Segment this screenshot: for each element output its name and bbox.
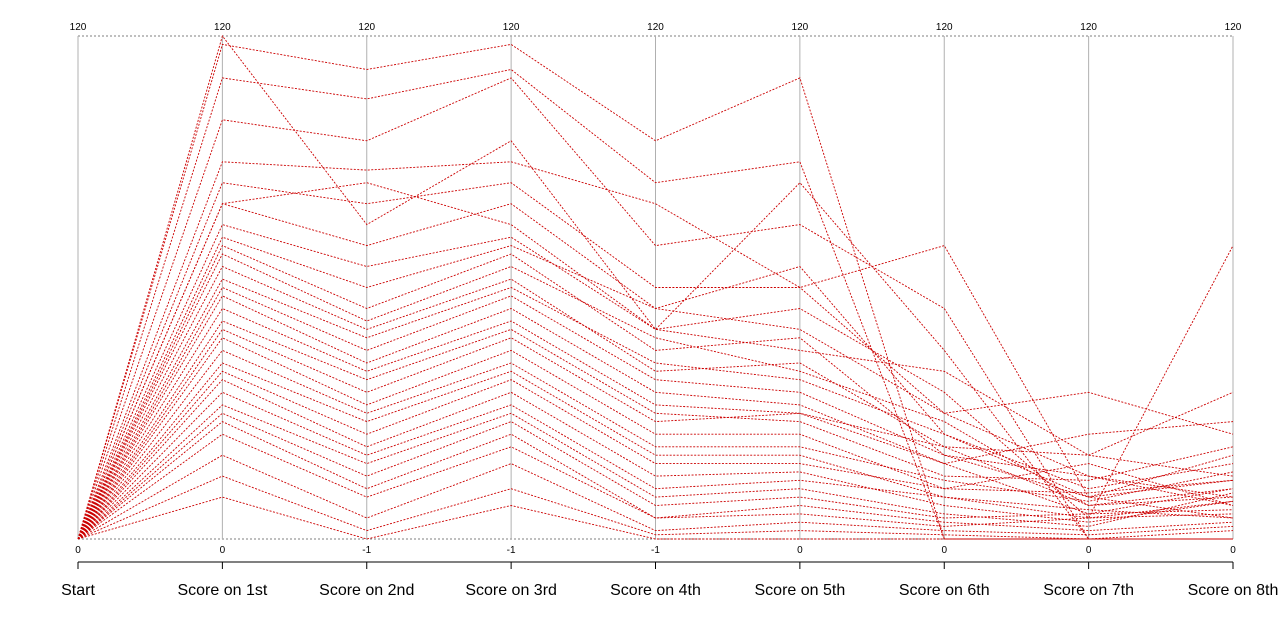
- axis-max-label: 120: [214, 22, 231, 33]
- series-line: [77, 349, 1234, 540]
- axis-name-label: Score on 8th: [1188, 582, 1279, 599]
- axis-name-label: Score on 2nd: [319, 582, 414, 599]
- axis-name-label: Score on 7th: [1043, 582, 1134, 599]
- series-line: [77, 475, 1234, 540]
- axis-name-label: Score on 4th: [610, 582, 701, 599]
- axis-max-label: 120: [1225, 22, 1242, 33]
- axis-min-label: -1: [507, 545, 516, 556]
- axis-name-label: Score on 6th: [899, 582, 990, 599]
- series-line: [77, 43, 1233, 540]
- series-line: [77, 245, 1234, 540]
- series-line: [77, 182, 1234, 540]
- series-line: [77, 182, 1234, 540]
- series-line: [77, 370, 1234, 540]
- axis-min-label: 0: [941, 545, 947, 556]
- series-line: [77, 265, 1234, 540]
- series-line: [77, 421, 1234, 540]
- series-line: [77, 307, 1234, 540]
- series-lines: [77, 35, 1234, 540]
- axis-name-label: Score on 3rd: [465, 582, 557, 599]
- series-line: [77, 69, 1233, 540]
- series-line: [77, 337, 1234, 540]
- axis-max-label: 120: [792, 22, 809, 33]
- series-line: [77, 496, 1233, 540]
- axis-name-label: Score on 5th: [755, 582, 846, 599]
- series-line: [77, 328, 1234, 540]
- axis-name-label: Start: [61, 582, 95, 599]
- series-line: [77, 161, 1234, 540]
- axis-labels: 120 0 Start 120 0 Score on 1st 120 -1 Score on 2…: [61, 22, 1278, 599]
- axis-name-label: Score on 1st: [177, 582, 267, 599]
- axis-max-label: 120: [647, 22, 664, 33]
- axis-max-label: 120: [358, 22, 375, 33]
- series-line: [77, 253, 1234, 540]
- axis-min-label: 0: [75, 545, 81, 556]
- axes-layer: [77, 35, 1234, 569]
- axis-max-label: 120: [1080, 22, 1097, 33]
- series-line: [77, 295, 1234, 540]
- series-line: [77, 224, 1234, 540]
- axis-max-label: 120: [503, 22, 520, 33]
- series-line: [77, 320, 1234, 540]
- axis-min-label: 0: [1086, 545, 1092, 556]
- axis-max-label: 120: [70, 22, 87, 33]
- series-line: [77, 236, 1234, 540]
- axis-min-label: -1: [362, 545, 371, 556]
- series-line: [77, 404, 1234, 540]
- axis-min-label: 0: [797, 545, 803, 556]
- axis-max-label: 120: [936, 22, 953, 33]
- axis-min-label: 0: [1230, 545, 1236, 556]
- series-line: [77, 391, 1234, 540]
- series-line: [77, 454, 1234, 540]
- series-line: [77, 412, 1234, 540]
- axis-min-label: -1: [651, 545, 660, 556]
- axis-min-label: 0: [220, 545, 226, 556]
